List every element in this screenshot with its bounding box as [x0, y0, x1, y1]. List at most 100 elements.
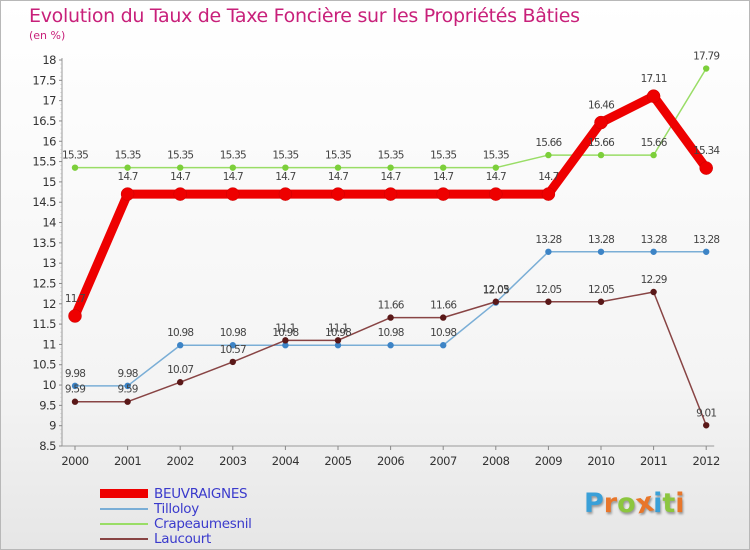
data-label: 10.98	[272, 327, 298, 339]
data-point	[597, 151, 605, 159]
data-label: 13.28	[535, 234, 561, 246]
data-label: 15.66	[588, 137, 615, 149]
data-label: 17.79	[693, 51, 719, 63]
data-point	[229, 358, 236, 366]
y-tick-label: 12	[42, 297, 56, 311]
data-label: 15.35	[167, 150, 193, 162]
data-point	[597, 298, 605, 305]
x-tick-label: 2006	[377, 454, 404, 468]
y-tick-label: 13	[42, 256, 56, 270]
data-point	[334, 342, 342, 349]
legend-swatch	[100, 537, 148, 540]
series-line-laucourt	[74, 291, 707, 427]
data-label: 15.35	[483, 150, 509, 162]
unit-label: (en %)	[29, 29, 66, 42]
data-point	[545, 248, 552, 255]
data-point	[646, 89, 661, 103]
data-label: 10.07	[167, 364, 193, 376]
legend-label: Laucourt	[154, 530, 212, 547]
data-label: 10.98	[325, 327, 351, 339]
x-tick-label: 2001	[114, 454, 141, 468]
data-point	[387, 314, 394, 321]
data-label: 10.98	[430, 327, 456, 339]
y-tick-label: 16	[42, 134, 56, 148]
data-label: 15.35	[115, 150, 141, 162]
data-point	[703, 248, 710, 255]
data-label: 11.66	[378, 300, 405, 312]
x-tick-label: 2004	[272, 454, 299, 468]
legend: BEUVRAIGNES Tilloloy Crapeaumesnil Laucourt	[100, 485, 252, 547]
y-tick-label: 17	[42, 94, 56, 108]
data-point	[173, 187, 187, 201]
data-label: 10.98	[167, 327, 193, 339]
data-label: 12.05	[535, 284, 561, 296]
legend-swatch	[100, 507, 148, 510]
data-label: 12.05	[483, 284, 509, 296]
data-label: 15.35	[430, 150, 456, 162]
data-point	[383, 187, 398, 201]
data-label: 10.57	[220, 344, 246, 356]
axes: 8.5 9 9.5 10 10.5 11 11.5 12 12.5 13 13.5 14 14.5 15 1…	[32, 53, 720, 468]
data-label: 11.7	[65, 293, 85, 305]
data-point	[699, 161, 713, 175]
data-label: 13.28	[641, 234, 667, 246]
data-label: 10.98	[378, 327, 404, 339]
chart-title: Evolution du Taux de Taxe Foncière sur l…	[29, 5, 580, 27]
x-tick-label: 2000	[61, 454, 88, 468]
data-label: 14.7	[275, 171, 295, 183]
x-tick-label: 2005	[324, 454, 351, 468]
data-point	[71, 382, 79, 390]
y-tick-label: 17.5	[32, 73, 56, 87]
x-tick-label: 2012	[693, 454, 720, 468]
y-tick-label: 9.5	[39, 398, 56, 412]
data-label: 15.35	[62, 150, 88, 162]
data-label: 12.29	[641, 274, 667, 286]
y-tick-label: 16.5	[32, 114, 56, 128]
data-label: 14.7	[223, 171, 243, 183]
data-point	[436, 187, 450, 201]
data-point	[226, 187, 240, 201]
data-point	[703, 65, 710, 72]
data-point	[282, 342, 289, 349]
y-tick-label: 8.5	[39, 439, 56, 453]
legend-item: Crapeaumesnil	[100, 515, 252, 532]
data-label: 9.98	[118, 368, 138, 380]
data-label: 15.35	[325, 150, 351, 162]
y-tick-label: 12.5	[32, 276, 56, 290]
x-tick-label: 2007	[430, 454, 457, 468]
x-tick-label: 2010	[587, 454, 614, 468]
data-label: 13.28	[588, 234, 614, 246]
y-tick-label: 13.5	[32, 236, 56, 250]
data-point	[177, 379, 184, 386]
data-label: 14.7	[118, 171, 138, 183]
y-tick-label: 18	[42, 53, 56, 67]
legend-item: Tilloloy	[100, 500, 252, 517]
data-label: 11.1	[275, 322, 295, 334]
legend-item: BEUVRAIGNES	[100, 485, 252, 502]
y-tick-label: 15	[42, 175, 56, 189]
data-point	[492, 164, 499, 171]
data-label: 9.59	[65, 384, 85, 396]
data-label: 12.05	[588, 284, 614, 296]
data-label: 14.7	[381, 171, 401, 183]
data-point	[492, 298, 499, 305]
data-label: 13.28	[693, 234, 719, 246]
data-label: 9.01	[696, 407, 716, 419]
legend-label: Crapeaumesnil	[154, 515, 252, 532]
legend-label: Tilloloy	[154, 500, 199, 517]
data-label: 11.1	[328, 322, 348, 334]
legend-swatch	[100, 522, 148, 525]
x-tick-label: 2003	[219, 454, 246, 468]
data-point	[71, 398, 79, 405]
legend-label: BEUVRAIGNES	[154, 485, 248, 502]
data-point	[282, 337, 289, 344]
data-point	[124, 164, 131, 171]
data-point	[124, 398, 131, 405]
data-point	[177, 164, 184, 171]
data-label: 14.7	[328, 171, 348, 183]
data-label: 14.7	[170, 171, 190, 183]
data-label: 15.34	[693, 145, 720, 157]
data-point	[120, 187, 135, 201]
data-point	[703, 422, 710, 429]
data-label: 9.98	[65, 368, 85, 380]
